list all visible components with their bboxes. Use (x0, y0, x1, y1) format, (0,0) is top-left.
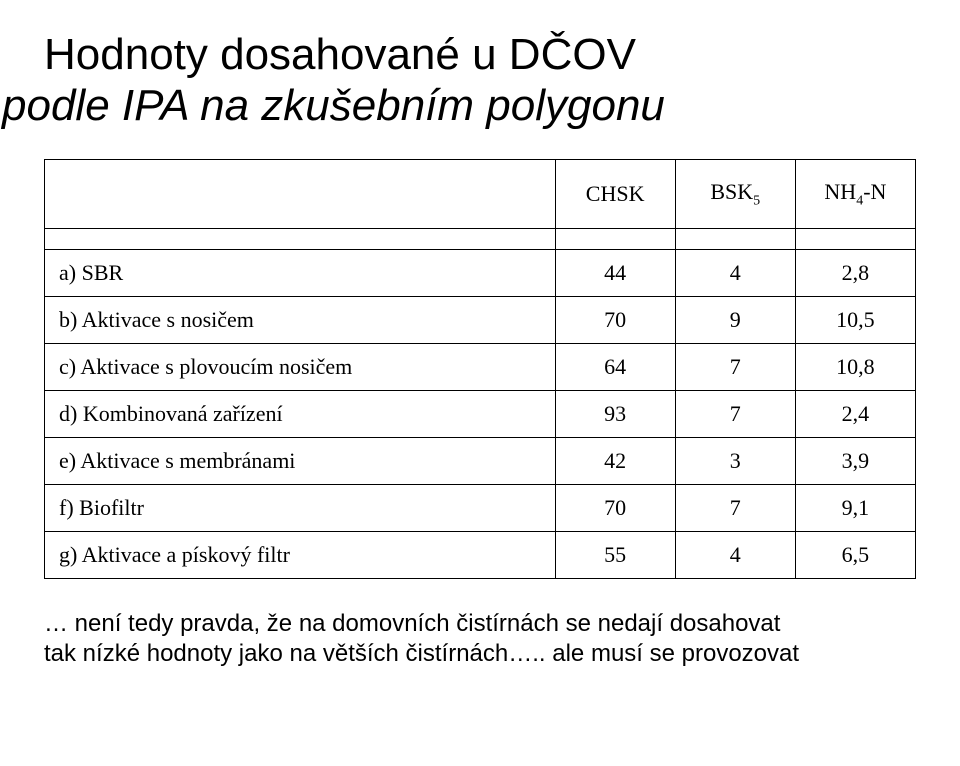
row-nh4n: 2,4 (795, 391, 915, 438)
row-bsk5: 7 (675, 391, 795, 438)
table-row: a) SBR 44 4 2,8 (45, 250, 916, 297)
row-bsk5: 9 (675, 297, 795, 344)
col-header-nh4n-suffix: -N (863, 179, 886, 204)
row-desc: c) Aktivace s plovoucím nosičem (45, 344, 556, 391)
row-chsk: 55 (555, 532, 675, 579)
table-row: b) Aktivace s nosičem 70 9 10,5 (45, 297, 916, 344)
blank-cell (675, 229, 795, 250)
col-header-bsk5: BSK5 (675, 160, 795, 229)
table-row: e) Aktivace s membránami 42 3 3,9 (45, 438, 916, 485)
row-desc: b) Aktivace s nosičem (45, 297, 556, 344)
row-nh4n: 2,8 (795, 250, 915, 297)
row-bsk5: 4 (675, 532, 795, 579)
footnote: … není tedy pravda, že na domovních čist… (44, 609, 914, 669)
row-nh4n: 3,9 (795, 438, 915, 485)
row-desc: f) Biofiltr (45, 485, 556, 532)
row-nh4n: 10,5 (795, 297, 915, 344)
row-chsk: 44 (555, 250, 675, 297)
row-chsk: 70 (555, 297, 675, 344)
footnote-line-1: … není tedy pravda, že na domovních čist… (44, 609, 914, 639)
row-nh4n: 10,8 (795, 344, 915, 391)
row-bsk5: 3 (675, 438, 795, 485)
footnote-line-2: tak nízké hodnoty jako na větších čistír… (44, 639, 914, 669)
table-body: a) SBR 44 4 2,8 b) Aktivace s nosičem 70… (45, 250, 916, 579)
table-row: c) Aktivace s plovoucím nosičem 64 7 10,… (45, 344, 916, 391)
blank-cell (45, 229, 556, 250)
row-desc: e) Aktivace s membránami (45, 438, 556, 485)
row-nh4n: 9,1 (795, 485, 915, 532)
col-header-bsk5-sub: 5 (753, 193, 760, 208)
table-row: g) Aktivace a pískový filtr 55 4 6,5 (45, 532, 916, 579)
col-header-bsk5-prefix: BSK (710, 179, 753, 204)
table-header-blank-row (45, 229, 916, 250)
row-chsk: 93 (555, 391, 675, 438)
row-nh4n: 6,5 (795, 532, 915, 579)
row-chsk: 70 (555, 485, 675, 532)
blank-cell (795, 229, 915, 250)
table-header-row: CHSK BSK5 NH4-N (45, 160, 916, 229)
col-header-nh4n: NH4-N (795, 160, 915, 229)
slide-page: Hodnoty dosahované u DČOV podle IPA na z… (0, 0, 960, 766)
row-bsk5: 4 (675, 250, 795, 297)
row-desc: d) Kombinovaná zařízení (45, 391, 556, 438)
table-row: d) Kombinovaná zařízení 93 7 2,4 (45, 391, 916, 438)
blank-cell (555, 229, 675, 250)
values-table: CHSK BSK5 NH4-N a) SBR 44 4 2,8 (44, 159, 916, 579)
row-chsk: 64 (555, 344, 675, 391)
table-row: f) Biofiltr 70 7 9,1 (45, 485, 916, 532)
row-chsk: 42 (555, 438, 675, 485)
row-bsk5: 7 (675, 485, 795, 532)
row-bsk5: 7 (675, 344, 795, 391)
row-desc: a) SBR (45, 250, 556, 297)
col-header-chsk: CHSK (555, 160, 675, 229)
heading-line-2: podle IPA na zkušebním polygonu (2, 81, 916, 132)
col-header-nh4n-prefix: NH (824, 179, 856, 204)
col-header-blank (45, 160, 556, 229)
row-desc: g) Aktivace a pískový filtr (45, 532, 556, 579)
heading-line-1: Hodnoty dosahované u DČOV (44, 30, 916, 81)
